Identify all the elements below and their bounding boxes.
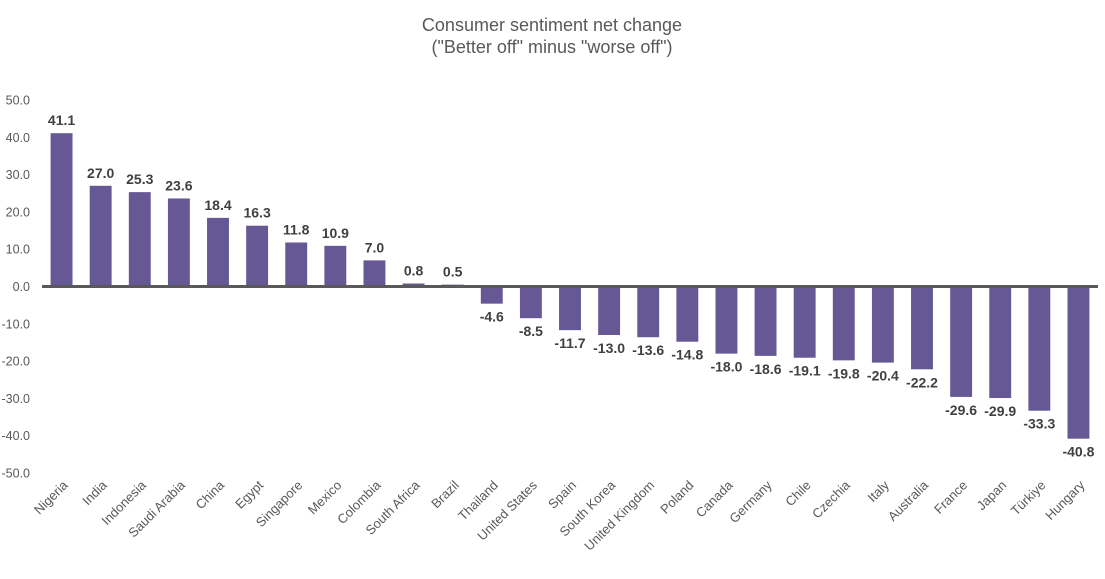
x-tick-label: Brazil: [428, 477, 462, 511]
data-label: 18.4: [204, 197, 231, 213]
bar-t-rkiye: [1028, 286, 1051, 411]
bar-saudi-arabia: [167, 198, 190, 287]
data-label: 16.3: [243, 205, 270, 221]
data-label: -29.6: [945, 402, 977, 418]
bar-australia: [911, 286, 933, 370]
bar-spain: [559, 286, 581, 331]
bar-italy: [871, 286, 894, 363]
bar-south-korea: [598, 286, 621, 335]
data-label: 0.5: [443, 264, 463, 280]
data-label: 0.8: [404, 263, 424, 279]
x-tick-label: Hungary: [1042, 477, 1088, 523]
bar-united-states: [519, 286, 542, 319]
bar-hungary: [1067, 286, 1090, 439]
data-label: -22.2: [906, 374, 938, 390]
x-tick-label: Egypt: [232, 477, 266, 511]
data-label: 25.3: [126, 171, 153, 187]
data-label: -19.1: [789, 363, 821, 379]
bars: [50, 133, 1090, 439]
y-tick-label: -20.0: [2, 355, 31, 369]
data-label: 11.8: [283, 221, 310, 237]
data-label: 10.9: [322, 225, 349, 241]
bar-japan: [989, 286, 1012, 399]
x-tick-label: Japan: [974, 478, 1010, 514]
bar-mexico: [324, 245, 347, 287]
data-label: -13.0: [593, 340, 625, 356]
data-label: -40.8: [1062, 444, 1094, 460]
bar-thailand: [480, 286, 503, 304]
x-tick-label: China: [192, 477, 227, 512]
bar-czechia: [832, 286, 855, 361]
x-tick-label: Nigeria: [31, 477, 71, 517]
data-label: 27.0: [87, 165, 114, 181]
data-label: 7.0: [365, 239, 385, 255]
data-label: -20.4: [867, 368, 899, 384]
x-tick-label: Czechia: [809, 477, 853, 521]
bar-egypt: [246, 225, 269, 287]
y-tick-label: 30.0: [6, 168, 30, 182]
bar-canada: [715, 286, 738, 354]
bar-india: [89, 185, 112, 287]
x-tick-label: India: [79, 477, 110, 508]
bar-nigeria: [50, 133, 73, 287]
bar-germany: [754, 286, 777, 356]
data-label: -18.0: [710, 359, 742, 375]
bar-poland: [676, 286, 699, 342]
bar-united-kingdom: [637, 286, 660, 338]
x-tick-label: Australia: [885, 477, 932, 524]
chart-subtitle: ("Better off" minus "worse off"): [432, 37, 673, 57]
bar-chile: [793, 286, 816, 358]
y-tick-label: -10.0: [2, 317, 31, 331]
chart-title: Consumer sentiment net change: [422, 15, 682, 35]
data-label: -29.9: [984, 403, 1016, 419]
bar-indonesia: [128, 192, 151, 287]
x-tick-label: Spain: [545, 478, 579, 512]
data-label: 23.6: [165, 177, 192, 193]
bar-china: [207, 217, 229, 287]
y-tick-label: -50.0: [2, 467, 31, 481]
x-tick-label: France: [931, 478, 970, 517]
bar-colombia: [363, 260, 386, 287]
x-tick-label: Poland: [657, 478, 696, 517]
data-label: -13.6: [632, 342, 664, 358]
y-tick-label: 20.0: [6, 205, 30, 219]
x-tick-label: United Kingdom: [581, 478, 657, 554]
data-label: -33.3: [1023, 416, 1055, 432]
y-tick-label: 40.0: [6, 131, 30, 145]
y-tick-label: -40.0: [2, 429, 31, 443]
data-labels: 41.1 27.0 25.3 23.6 18.4 16.3 11.8 10.9 7.0 0.8 0.…: [48, 112, 1095, 459]
x-tick-label: Chile: [782, 478, 814, 510]
y-tick-label: 0.0: [13, 280, 30, 294]
y-tick-label: 50.0: [6, 94, 30, 108]
x-tick-label: Germany: [726, 477, 775, 526]
data-label: -8.5: [519, 323, 543, 339]
data-label: -18.6: [750, 361, 782, 377]
bar-france: [950, 286, 973, 397]
data-label: -11.7: [554, 335, 585, 351]
y-tick-label: -30.0: [2, 392, 31, 406]
y-tick-label: 10.0: [6, 243, 30, 257]
y-axis: 50.0 40.0 30.0 20.0 10.0 0.0 -10.0 -20.0 -30.0 -4…: [2, 94, 31, 481]
data-label: -14.8: [671, 347, 703, 363]
data-label: 41.1: [48, 112, 75, 128]
bar-singapore: [285, 242, 308, 287]
data-label: -19.8: [828, 365, 860, 381]
data-label: -4.6: [480, 309, 504, 325]
x-tick-label: Italy: [865, 477, 893, 505]
